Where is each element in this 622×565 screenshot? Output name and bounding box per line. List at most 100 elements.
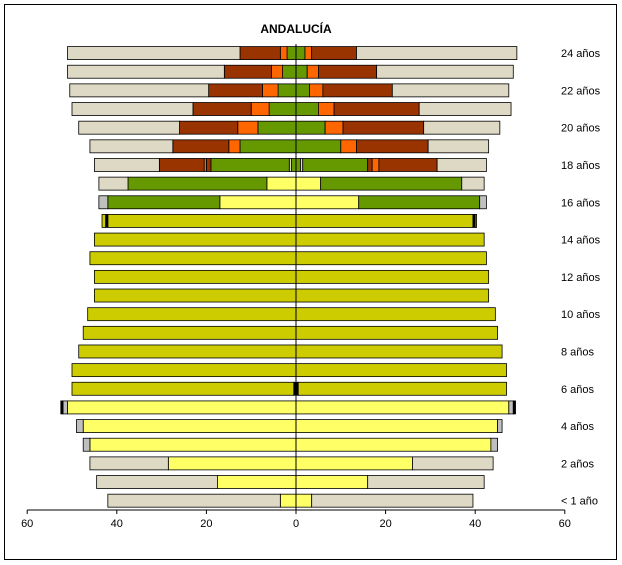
bar-right-10-seg-0 [295, 307, 496, 322]
bar-left-20-seg-2 [179, 120, 239, 135]
bar-left-2-seg-1 [89, 456, 169, 471]
bar-left-7-seg-0 [71, 363, 297, 378]
bar-left-18-seg-0 [291, 158, 297, 172]
bar-left-20-seg-3 [78, 120, 180, 135]
bar-right-20-seg-0 [295, 120, 326, 135]
x-tick-label: 40 [111, 518, 123, 530]
bar-left-21-seg-0 [268, 102, 297, 116]
bar-right-21-seg-2 [333, 102, 420, 116]
bar-left-24-seg-0 [286, 46, 297, 60]
bar-right-3-seg-0 [295, 437, 492, 452]
age-label: 8 años [561, 346, 595, 358]
bar-right-22-seg-0 [295, 83, 310, 98]
bar-right-15-seg-0 [295, 214, 474, 228]
bar-left-4-seg-1 [76, 419, 84, 433]
bar-left-4-seg-0 [82, 419, 297, 433]
age-label: 12 años [561, 272, 601, 284]
bar-left-22-seg-3 [69, 83, 210, 98]
bar-right-18-seg-0 [295, 158, 301, 172]
bar-right-20-seg-1 [324, 120, 344, 135]
x-tick-label: 20 [200, 518, 212, 530]
bar-left-9-seg-0 [82, 325, 297, 340]
bar-right-4-seg-0 [295, 419, 499, 433]
x-axis: 60 40 20 0 20 40 60 [21, 509, 571, 530]
bar-left-19-seg-2 [172, 139, 230, 154]
age-labels: < 1 año 2 años 4 años 6 años 8 años 10 años 12… [561, 48, 601, 508]
bar-right-11-seg-0 [295, 288, 490, 303]
bar-right-21-seg-1 [317, 102, 335, 116]
bar-right-16-seg-0 [295, 195, 360, 210]
bar-left-20-seg-0 [257, 120, 297, 135]
bar-right-21-seg-0 [295, 102, 319, 116]
bar-left-24-seg-3 [67, 46, 241, 60]
bar-right-19-seg-3 [427, 139, 490, 154]
bar-right-5-seg-1 [508, 400, 514, 415]
bar-right-12-seg-0 [295, 269, 490, 284]
bar-right-5-seg-2 [512, 400, 516, 415]
bar-right-7-seg-0 [295, 363, 507, 378]
bar-right-2-seg-0 [295, 456, 413, 471]
x-tick-label: 0 [293, 518, 299, 530]
bar-right-16-seg-2 [479, 195, 487, 210]
bar-right-17-seg-0 [295, 176, 322, 191]
chart-title: ANDALUCÍA [260, 21, 332, 36]
bar-left-16-seg-2 [98, 195, 109, 210]
bar-left-21-seg-2 [192, 102, 252, 116]
bar-left-3-seg-0 [89, 437, 297, 452]
bar-left-17-seg-1 [127, 176, 268, 191]
bar-left-16-seg-0 [219, 195, 297, 210]
bar-left-16-seg-1 [107, 195, 221, 210]
x-tick-label: 60 [21, 518, 33, 530]
bar-left-23-seg-3 [67, 64, 225, 79]
bar-right-19-seg-1 [340, 139, 357, 154]
bar-left-23-seg-0 [282, 64, 297, 79]
bar-right-18-seg-6 [436, 158, 487, 172]
bar-left-24-seg-1 [279, 46, 288, 60]
bar-right-13-seg-0 [295, 251, 487, 266]
bar-right-24-seg-0 [295, 46, 306, 60]
age-label: 22 años [561, 85, 601, 97]
age-label: 4 años [561, 421, 595, 433]
bar-right-1-seg-0 [295, 475, 369, 489]
x-tick-label: 20 [379, 518, 391, 530]
age-label: 24 años [561, 48, 601, 60]
bar-left-19-seg-1 [228, 139, 241, 154]
bar-right-15-seg-2 [474, 214, 477, 228]
bar-left-22-seg-2 [208, 83, 263, 98]
bar-left-5-seg-2 [60, 400, 64, 415]
bar-left-17-seg-2 [98, 176, 129, 191]
bar-right-8-seg-0 [295, 344, 503, 359]
bar-right-19-seg-2 [356, 139, 429, 154]
bar-left-10-seg-0 [87, 307, 297, 322]
bars-group [60, 44, 518, 510]
bar-right-4-seg-1 [497, 419, 503, 433]
bar-left-20-seg-1 [237, 120, 259, 135]
bar-left-18-seg-2 [210, 158, 290, 172]
bar-left-17-seg-0 [266, 176, 297, 191]
bar-left-11-seg-0 [94, 288, 297, 303]
bar-left-15-seg-2 [101, 214, 106, 228]
bar-left-22-seg-0 [277, 83, 297, 98]
bar-left-22-seg-1 [261, 83, 279, 98]
bar-left-15-seg-0 [107, 214, 297, 228]
bar-right-5-seg-0 [295, 400, 510, 415]
bar-left-13-seg-0 [89, 251, 297, 266]
age-label: 10 años [561, 309, 601, 321]
bar-left-0-seg-0 [279, 493, 297, 508]
bar-left-23-seg-2 [223, 64, 272, 79]
bar-left-2-seg-0 [167, 456, 297, 471]
bar-left-18-seg-6 [94, 158, 160, 172]
bar-right-18-seg-4 [371, 158, 380, 172]
bar-right-2-seg-1 [412, 456, 494, 471]
bar-right-22-seg-1 [309, 83, 324, 98]
bar-right-17-seg-1 [320, 176, 463, 191]
bar-left-8-seg-0 [78, 344, 297, 359]
bar-left-12-seg-0 [94, 269, 297, 284]
bar-left-1-seg-0 [217, 475, 297, 489]
bar-left-6-seg-1 [71, 381, 295, 396]
bar-left-18-seg-3 [205, 158, 212, 172]
bar-left-19-seg-0 [239, 139, 297, 154]
bar-right-18-seg-2 [302, 158, 369, 172]
bar-right-20-seg-2 [342, 120, 425, 135]
